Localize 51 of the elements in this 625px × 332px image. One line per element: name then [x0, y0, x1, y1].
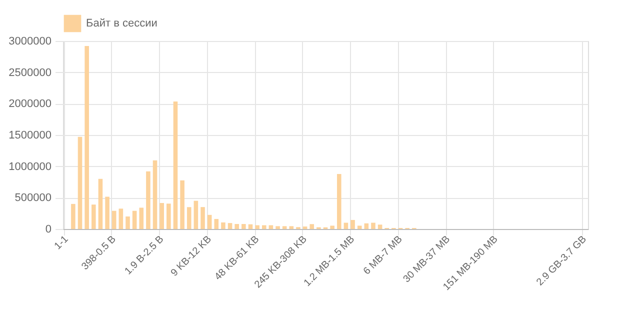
bar: [378, 224, 382, 229]
x-tick-label: 1-1: [52, 234, 71, 252]
y-tick-label: 2500000: [8, 66, 52, 79]
bar: [336, 174, 342, 229]
bar: [255, 225, 260, 229]
bar: [364, 223, 369, 229]
bar: [186, 207, 192, 229]
legend-label: Байт в сессии: [86, 18, 158, 30]
bar: [98, 178, 103, 229]
bar: [344, 222, 348, 229]
y-tick-label: 2000000: [8, 98, 52, 110]
bar: [310, 224, 314, 229]
bar: [330, 226, 334, 229]
bar: [268, 225, 274, 229]
bar: [78, 136, 82, 229]
bar: [262, 225, 266, 229]
bar: [180, 180, 184, 229]
y-tick-label: 500000: [14, 192, 52, 204]
bar: [371, 222, 376, 229]
bar: [276, 226, 280, 229]
bar: [118, 208, 124, 229]
bar: [166, 204, 171, 229]
bar: [126, 216, 130, 229]
bar: [92, 204, 96, 229]
bar: [228, 223, 232, 229]
bar: [234, 224, 239, 229]
bar: [173, 101, 178, 229]
bar: [146, 171, 150, 229]
bar: [71, 204, 76, 229]
bar: [207, 214, 212, 229]
bar: [139, 208, 144, 229]
bar: [350, 220, 355, 229]
bar: [112, 210, 116, 229]
y-tick-label: 1500000: [8, 130, 52, 142]
bar: [132, 210, 137, 229]
bar: [194, 200, 198, 229]
bar: [152, 160, 158, 229]
y-tick-label: 0: [45, 224, 52, 236]
bar: [160, 202, 164, 229]
bar: [282, 226, 287, 229]
bar: [200, 207, 205, 229]
y-tick-label: 3000000: [8, 36, 52, 48]
bar: [357, 226, 362, 229]
y-tick-label: 1000000: [8, 160, 52, 173]
bar: [105, 196, 110, 229]
bar: [214, 218, 219, 229]
bar: [302, 226, 308, 229]
bar: [84, 46, 89, 229]
bar: [289, 226, 294, 229]
bar: [221, 222, 226, 229]
bar: [242, 224, 246, 229]
